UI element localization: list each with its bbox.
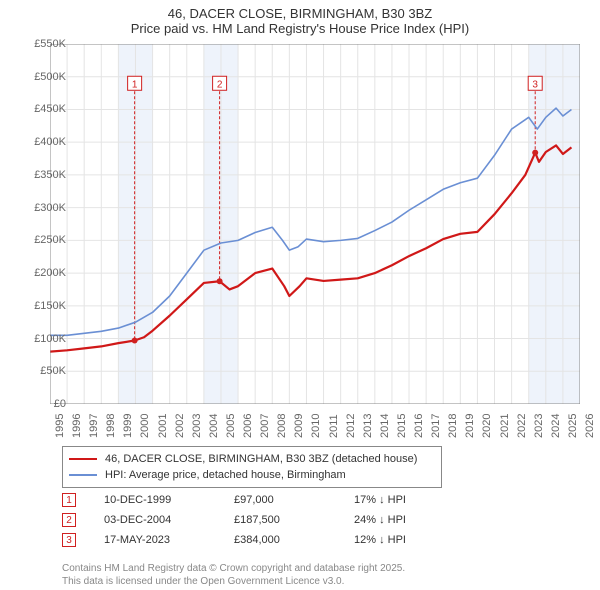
chart-container: 46, DACER CLOSE, BIRMINGHAM, B30 3BZ Pri… xyxy=(0,0,600,590)
x-tick-label: 2011 xyxy=(328,414,340,438)
table-row: 2 03-DEC-2004 £187,500 24% ↓ HPI xyxy=(62,510,474,530)
y-tick-label: £300K xyxy=(20,202,66,214)
legend-item: HPI: Average price, detached house, Birm… xyxy=(69,467,435,483)
sale-marker-icon: 2 xyxy=(62,513,76,527)
y-tick-label: £250K xyxy=(20,234,66,246)
x-tick-label: 2001 xyxy=(157,414,169,438)
x-tick-label: 1999 xyxy=(122,414,134,438)
footer-attribution: Contains HM Land Registry data © Crown c… xyxy=(62,562,405,588)
x-tick-label: 2003 xyxy=(191,414,203,438)
x-tick-label: 2025 xyxy=(567,414,579,438)
x-tick-label: 2004 xyxy=(208,414,220,438)
title-block: 46, DACER CLOSE, BIRMINGHAM, B30 3BZ Pri… xyxy=(0,0,600,38)
x-tick-label: 2014 xyxy=(379,414,391,438)
sale-delta: 24% ↓ HPI xyxy=(354,514,474,526)
x-tick-label: 1996 xyxy=(71,414,83,438)
table-row: 1 10-DEC-1999 £97,000 17% ↓ HPI xyxy=(62,490,474,510)
sale-date: 17-MAY-2023 xyxy=(104,534,234,546)
sale-delta: 17% ↓ HPI xyxy=(354,494,474,506)
sale-date: 03-DEC-2004 xyxy=(104,514,234,526)
y-tick-label: £50K xyxy=(20,365,66,377)
sale-price: £97,000 xyxy=(234,494,354,506)
legend: 46, DACER CLOSE, BIRMINGHAM, B30 3BZ (de… xyxy=(62,446,442,488)
y-tick-label: £0 xyxy=(20,398,66,410)
sale-price: £187,500 xyxy=(234,514,354,526)
x-tick-label: 2012 xyxy=(345,414,357,438)
x-tick-label: 1995 xyxy=(54,414,66,438)
x-tick-label: 2023 xyxy=(533,414,545,438)
x-tick-label: 2007 xyxy=(259,414,271,438)
y-tick-label: £200K xyxy=(20,267,66,279)
x-tick-label: 2026 xyxy=(584,414,596,438)
svg-text:3: 3 xyxy=(532,79,538,90)
line-chart: 1 2 3 xyxy=(50,44,580,404)
x-tick-label: 2009 xyxy=(293,414,305,438)
x-tick-label: 2019 xyxy=(464,414,476,438)
sale-marker-icon: 3 xyxy=(62,533,76,547)
x-tick-label: 2006 xyxy=(242,414,254,438)
x-tick-label: 2000 xyxy=(139,414,151,438)
x-tick-label: 1998 xyxy=(105,414,117,438)
sale-price: £384,000 xyxy=(234,534,354,546)
legend-item: 46, DACER CLOSE, BIRMINGHAM, B30 3BZ (de… xyxy=(69,451,435,467)
x-tick-label: 1997 xyxy=(88,414,100,438)
x-tick-label: 2016 xyxy=(413,414,425,438)
x-tick-label: 2018 xyxy=(447,414,459,438)
x-tick-label: 2002 xyxy=(174,414,186,438)
legend-label: HPI: Average price, detached house, Birm… xyxy=(105,469,346,481)
x-tick-label: 2020 xyxy=(481,414,493,438)
title-subtitle: Price paid vs. HM Land Registry's House … xyxy=(0,21,600,36)
x-tick-label: 2005 xyxy=(225,414,237,438)
y-tick-label: £550K xyxy=(20,38,66,50)
x-tick-label: 2024 xyxy=(550,414,562,438)
legend-swatch xyxy=(69,458,97,460)
y-tick-label: £500K xyxy=(20,71,66,83)
y-tick-label: £400K xyxy=(20,136,66,148)
x-tick-label: 2017 xyxy=(430,414,442,438)
svg-text:2: 2 xyxy=(217,79,223,90)
footer-line: Contains HM Land Registry data © Crown c… xyxy=(62,562,405,575)
y-tick-label: £450K xyxy=(20,103,66,115)
sales-table: 1 10-DEC-1999 £97,000 17% ↓ HPI 2 03-DEC… xyxy=(62,490,474,550)
x-tick-label: 2015 xyxy=(396,414,408,438)
y-tick-label: £350K xyxy=(20,169,66,181)
table-row: 3 17-MAY-2023 £384,000 12% ↓ HPI xyxy=(62,530,474,550)
sale-delta: 12% ↓ HPI xyxy=(354,534,474,546)
x-tick-label: 2010 xyxy=(310,414,322,438)
sale-date: 10-DEC-1999 xyxy=(104,494,234,506)
x-tick-label: 2008 xyxy=(276,414,288,438)
x-tick-label: 2013 xyxy=(362,414,374,438)
x-tick-label: 2022 xyxy=(516,414,528,438)
legend-label: 46, DACER CLOSE, BIRMINGHAM, B30 3BZ (de… xyxy=(105,453,417,465)
legend-swatch xyxy=(69,474,97,476)
title-address: 46, DACER CLOSE, BIRMINGHAM, B30 3BZ xyxy=(0,6,600,21)
sale-marker-icon: 1 xyxy=(62,493,76,507)
footer-line: This data is licensed under the Open Gov… xyxy=(62,575,405,588)
y-tick-label: £150K xyxy=(20,300,66,312)
x-tick-label: 2021 xyxy=(499,414,511,438)
y-tick-label: £100K xyxy=(20,333,66,345)
svg-text:1: 1 xyxy=(132,79,138,90)
